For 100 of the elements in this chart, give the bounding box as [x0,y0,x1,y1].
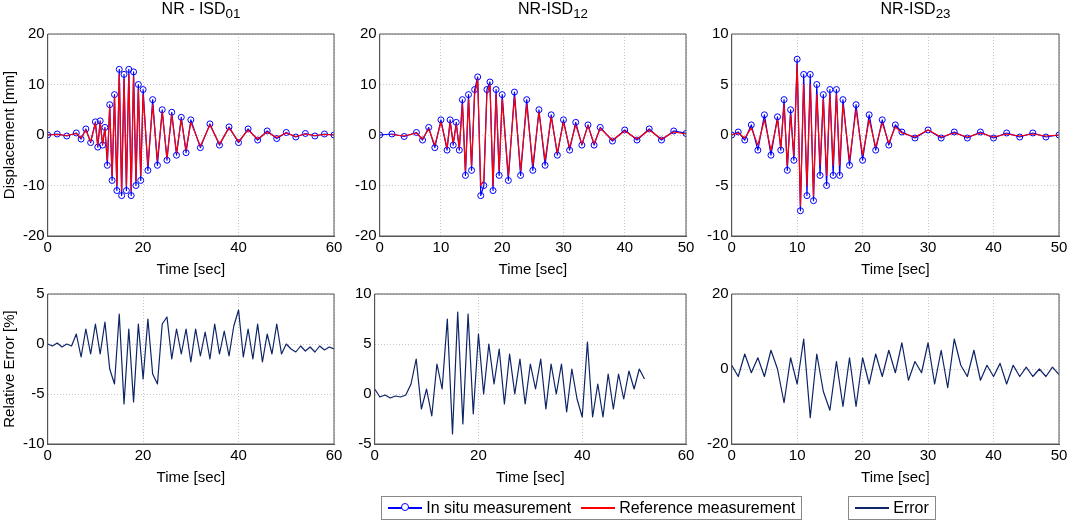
point [254,136,262,144]
point [130,68,138,76]
point [645,125,653,133]
x-axis-title: Time [sec] [496,468,565,486]
point [800,70,808,78]
point [437,116,445,124]
x-tick-label: 20 [134,446,152,464]
point [813,81,821,88]
point [670,127,678,135]
point [320,130,328,138]
point [94,143,102,151]
point [566,146,574,154]
point [168,108,176,116]
point [541,161,549,169]
point [187,116,195,124]
point [82,125,90,133]
point [767,151,775,159]
x-tick-label: 30 [919,238,937,256]
chart-title: NR - ISD$_{01}$ [160,0,242,22]
point [898,128,906,136]
point [53,130,61,138]
point [523,96,531,104]
point [510,88,518,96]
point [225,123,233,131]
point [553,151,561,159]
point [559,116,567,124]
y-tick-label: -10 [706,226,729,244]
point [110,91,118,99]
point [796,207,804,215]
point [63,132,71,140]
point [504,176,512,184]
point [173,151,181,159]
y-tick-label: 10 [359,74,377,92]
y-tick-label: -5 [715,175,729,193]
y-axis-title: Relative Error [%] [0,310,18,428]
y-tick-label: 5 [720,74,729,92]
point [206,120,214,128]
x-tick-label: 40 [230,238,247,256]
point [471,86,479,94]
point [118,192,126,200]
point [115,65,123,73]
point [96,117,104,125]
point [182,149,190,157]
y-tick-label: -20 [22,226,45,244]
point [780,96,788,104]
x-tick-label: 40 [985,238,1002,256]
x-tick-label: 40 [230,446,247,464]
point [754,146,762,154]
point [139,86,147,94]
y-tick-label: 0 [36,125,45,143]
x-tick-label: 50 [677,238,695,256]
legend-label: Reference measurement [619,499,796,517]
y-tick-label: 20 [27,24,45,42]
point [132,182,140,189]
point [134,81,142,88]
point [158,106,166,114]
y-tick-label: -20 [354,226,377,244]
x-axis-title: Time [sec] [156,260,226,278]
point [480,182,488,189]
y-tick-label: 20 [711,284,729,302]
point [449,141,457,149]
point [517,171,525,179]
point [495,171,503,179]
point [498,91,506,99]
x-tick-label: 40 [985,446,1002,464]
point [774,113,782,121]
point [859,156,867,164]
point [122,187,130,195]
point [865,111,873,119]
y-tick-label: -10 [354,175,377,193]
y-axis-title: Displacement [mm] [0,70,18,200]
point [72,129,80,137]
point [777,146,785,154]
point [443,146,451,154]
point [535,106,543,114]
point [826,86,834,94]
point [1042,133,1050,141]
x-tick-label: 30 [555,238,572,256]
point [1003,129,1011,137]
x-tick-label: 50 [1050,238,1068,256]
point [125,65,133,73]
point [486,78,494,86]
point [584,121,592,129]
point [885,141,893,149]
point [292,133,300,141]
y-tick-label: -5 [31,384,45,402]
point [282,128,290,136]
point [760,111,768,119]
point [273,135,281,143]
y-tick-label: -10 [22,175,45,193]
x-tick-label: 20 [470,446,487,464]
x-tick-label: 10 [432,238,450,256]
point [803,192,811,200]
point [990,134,998,142]
point [747,121,755,129]
point [446,116,454,124]
x-axis-title: Time [sec] [498,260,568,278]
point [477,192,485,200]
y-tick-label: -20 [706,434,729,452]
point [783,166,791,174]
